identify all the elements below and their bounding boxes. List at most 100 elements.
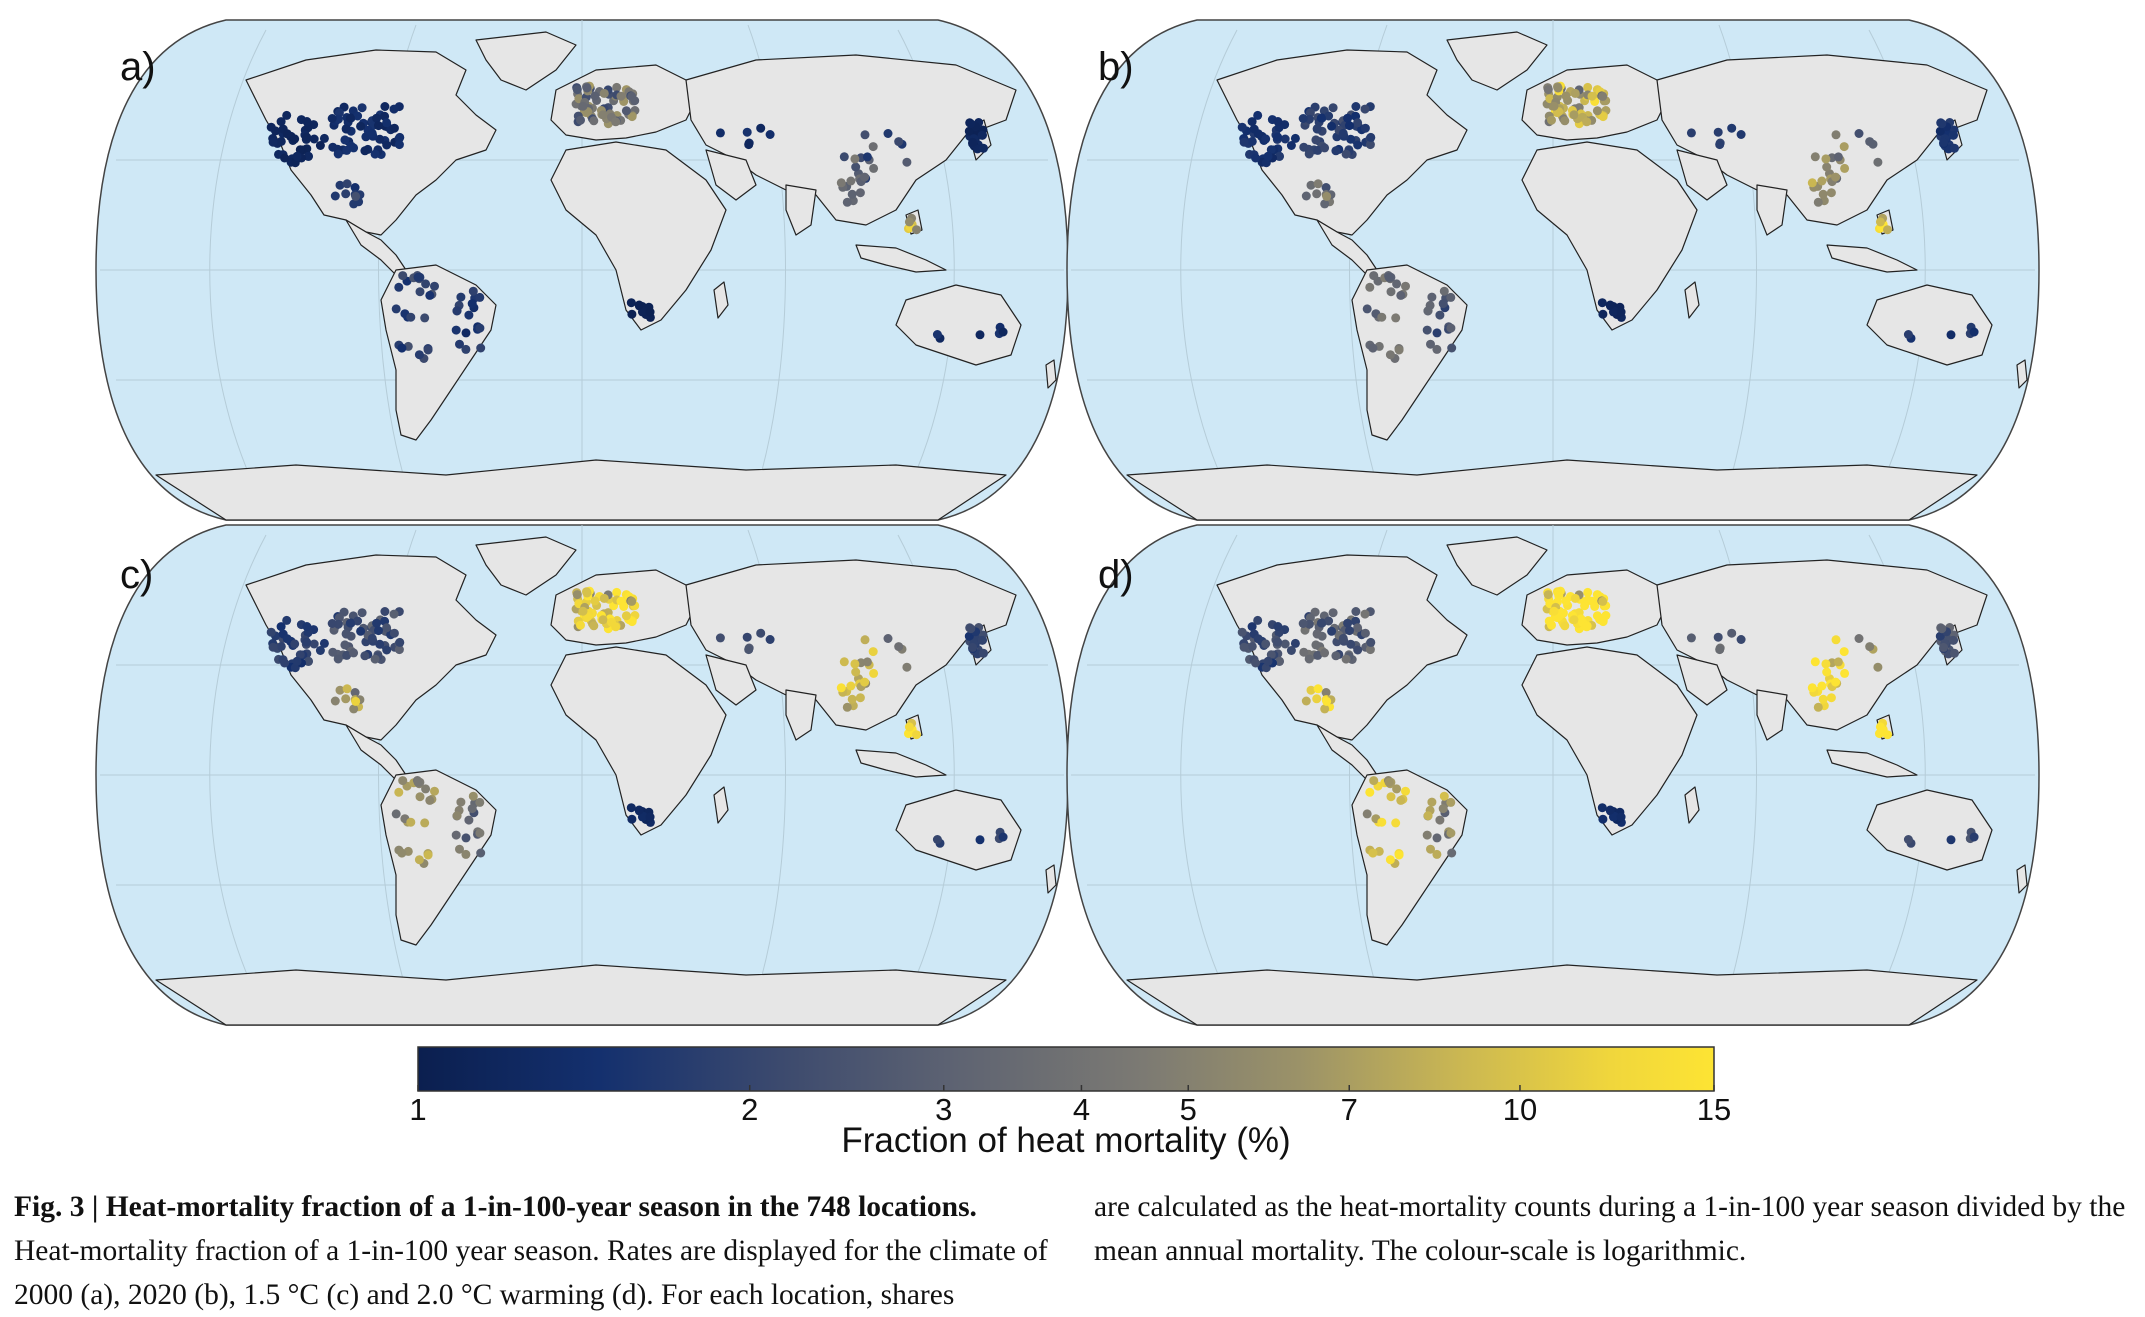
location-point (327, 114, 337, 123)
location-point (382, 623, 392, 633)
location-point (1821, 659, 1831, 669)
location-point (765, 635, 775, 644)
location-point (966, 624, 976, 634)
location-point (1686, 633, 1696, 643)
location-point (1587, 596, 1597, 606)
location-point (1438, 804, 1448, 814)
location-point (380, 102, 390, 111)
location-point (345, 113, 355, 123)
location-point (1338, 633, 1348, 643)
location-point (1273, 117, 1283, 126)
location-point (1263, 656, 1273, 666)
location-point (382, 118, 392, 128)
location-point (375, 134, 385, 144)
location-point (572, 85, 582, 95)
location-point (415, 287, 425, 297)
location-point (1286, 141, 1296, 150)
location-point (1261, 134, 1271, 144)
location-point (330, 696, 340, 706)
location-point (1426, 339, 1435, 349)
location-point (1322, 191, 1332, 201)
location-point (1713, 632, 1723, 642)
world-map (1066, 19, 2040, 521)
location-point (333, 149, 343, 159)
location-point (406, 817, 416, 827)
location-point (904, 217, 914, 227)
location-point (367, 633, 377, 643)
location-point (855, 188, 865, 198)
colorbar-tick-label: 1 (409, 1092, 426, 1127)
location-point (578, 101, 588, 111)
location-point (280, 153, 290, 163)
location-point (894, 137, 904, 147)
location-point (1360, 609, 1370, 619)
location-point (1715, 645, 1725, 655)
location-point (590, 91, 600, 101)
location-point (742, 127, 752, 137)
location-point (1343, 618, 1353, 628)
location-point (1338, 128, 1348, 138)
location-point (328, 647, 338, 657)
location-point (765, 130, 775, 139)
location-point (1312, 629, 1322, 639)
location-point (1903, 835, 1913, 844)
location-point (420, 818, 430, 828)
location-point (335, 685, 345, 695)
location-point (1948, 635, 1958, 645)
location-point (1362, 809, 1372, 819)
location-point (468, 286, 478, 296)
colorbar: 1 2 3 4 5 7 10 15 Fraction of heat mortality (%… (409, 1046, 1731, 1160)
location-point (975, 835, 985, 845)
location-point (1446, 797, 1456, 807)
location-point (1394, 850, 1404, 860)
location-point (627, 309, 637, 319)
location-point (1273, 637, 1283, 647)
location-point (282, 110, 292, 120)
location-point (425, 795, 435, 805)
location-point (1598, 814, 1608, 824)
location-point (1280, 134, 1290, 144)
location-point (979, 143, 988, 153)
location-point (341, 189, 351, 199)
location-point (904, 722, 914, 732)
location-point (397, 848, 407, 858)
location-point (1432, 344, 1442, 354)
location-point (367, 128, 377, 138)
location-point (333, 654, 343, 664)
location-point (621, 106, 631, 116)
location-point (855, 693, 865, 703)
location-point (356, 121, 366, 131)
location-point (634, 300, 644, 310)
location-point (1321, 688, 1331, 697)
location-point (349, 704, 359, 714)
location-point (572, 590, 582, 600)
location-point (582, 588, 592, 598)
location-point (328, 142, 338, 152)
location-point (1446, 292, 1456, 302)
location-point (327, 619, 337, 628)
location-point (1298, 619, 1308, 628)
location-point (932, 835, 942, 844)
location-point (455, 844, 464, 854)
location-point (397, 343, 407, 353)
location-point (1341, 654, 1351, 664)
location-point (1396, 290, 1406, 300)
location-point (582, 83, 592, 93)
location-point (475, 828, 485, 838)
location-point (1935, 126, 1945, 136)
location-point (894, 642, 904, 652)
location-point (598, 615, 608, 625)
location-point (862, 152, 872, 162)
location-point (1290, 638, 1300, 648)
location-point (1939, 642, 1949, 652)
location-point (851, 667, 861, 677)
location-point (1598, 91, 1608, 101)
location-point (998, 832, 1008, 842)
location-point (616, 91, 626, 101)
location-point (389, 609, 399, 619)
location-point (612, 587, 622, 597)
location-point (382, 645, 392, 655)
location-point (1346, 639, 1356, 649)
caption-body-right: are calculated as the heat-mortality cou… (1094, 1191, 2126, 1267)
location-point (847, 189, 857, 199)
